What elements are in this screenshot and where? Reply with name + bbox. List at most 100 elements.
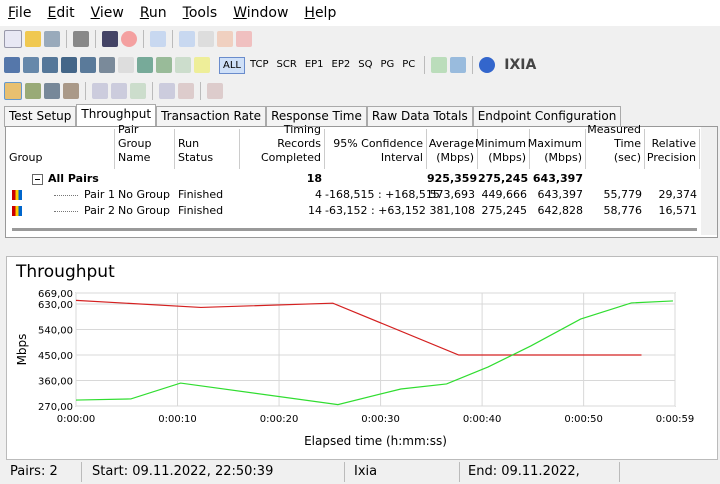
column-header[interactable]: Relative Precision (645, 129, 700, 169)
tab[interactable]: Test Setup (4, 106, 77, 127)
filter-button[interactable]: SQ (358, 58, 373, 70)
icon[interactable] (175, 57, 191, 73)
column-header[interactable]: Timing Records Completed (240, 123, 325, 169)
column-header[interactable]: Maximum (Mbps) (528, 129, 586, 169)
save-icon[interactable] (44, 31, 60, 47)
status-field: Pairs: 2 (4, 462, 82, 482)
icon[interactable] (431, 57, 448, 73)
column-header[interactable]: Pair Group Name (115, 123, 175, 169)
icon[interactable] (217, 31, 233, 47)
refresh-icon[interactable] (150, 31, 166, 47)
series-line (75, 300, 673, 406)
table-cell: 16,571 (658, 204, 698, 217)
series-line (75, 299, 642, 356)
icon[interactable] (63, 83, 79, 99)
menu-item[interactable]: Window (233, 5, 289, 21)
chart: Throughput Mbps Elapsed time (h:mm:ss) 270,… (15, 262, 695, 448)
new-icon[interactable] (4, 30, 22, 48)
x-tick-label: 0:00:59 (656, 414, 695, 425)
table-cell: Pair 1 (84, 188, 115, 201)
toolbar (4, 79, 223, 103)
column-header[interactable]: Group (6, 129, 115, 169)
run-icon[interactable] (102, 31, 118, 47)
tab[interactable]: Endpoint Configuration (472, 106, 622, 127)
tab[interactable]: Response Time (266, 106, 367, 127)
menu-bar: File Edit View Run Tools Window Help (0, 0, 720, 26)
open-icon[interactable] (25, 31, 41, 47)
icon[interactable] (118, 57, 134, 73)
table-cell: No Group (118, 188, 170, 201)
table-cell: 381,108 (429, 204, 476, 217)
y-tick-label: 669,00 (38, 289, 73, 300)
icon[interactable] (4, 57, 20, 73)
tab-bar: Test Setup Throughput Transaction Rate Resp… (4, 104, 622, 128)
info-icon[interactable] (479, 57, 496, 73)
chart-title: Throughput (15, 262, 115, 282)
tab[interactable]: Raw Data Totals (366, 106, 473, 127)
filter-group: ALL TCP SCR EP1 EP2 SQ PG PC (219, 56, 418, 74)
filter-button[interactable]: EP2 (331, 58, 351, 70)
icon[interactable] (44, 83, 60, 99)
icon[interactable] (236, 31, 252, 47)
x-tick-label: 0:00:30 (361, 414, 400, 425)
table-cell: -63,152 : +63,152 (325, 204, 426, 217)
icon[interactable] (207, 83, 223, 99)
icon[interactable] (450, 57, 467, 73)
column-header[interactable]: Measured Time (sec) (586, 123, 645, 169)
icon[interactable] (111, 83, 127, 99)
icon[interactable] (178, 83, 194, 99)
filter-button[interactable]: PG (380, 58, 395, 70)
icon[interactable] (92, 83, 108, 99)
icon[interactable] (23, 57, 39, 73)
table-cell: 18 (306, 172, 322, 185)
icon[interactable] (137, 57, 153, 73)
menu-item[interactable]: Help (304, 5, 337, 21)
column-header[interactable]: Minimum (Mbps) (475, 129, 530, 169)
column-header[interactable]: Average (Mbps) (427, 129, 478, 169)
scrollbar[interactable] (701, 127, 717, 235)
menu-item[interactable]: Run (139, 5, 167, 21)
x-tick-label: 0:00:20 (260, 414, 299, 425)
table-cell: All Pairs (48, 172, 99, 185)
icon[interactable] (156, 57, 172, 73)
results-table: Group Pair Group Name Run Status Timing Rec… (5, 123, 718, 238)
y-tick-label: 540,00 (38, 326, 73, 337)
filter-button[interactable]: TCP (249, 58, 269, 70)
table-cell: 55,779 (603, 188, 643, 201)
stop-icon[interactable] (121, 31, 137, 47)
icon[interactable] (99, 57, 115, 73)
print-icon[interactable] (73, 31, 89, 47)
icon[interactable] (25, 83, 41, 99)
brand-logo: IXIA (504, 57, 537, 73)
filter-button[interactable]: SCR (276, 58, 297, 70)
icon[interactable] (198, 31, 214, 47)
menu-item[interactable]: Edit (47, 5, 75, 21)
table-cell: 14 (308, 204, 322, 217)
pair-icon (12, 206, 22, 216)
column-header[interactable]: Run Status (175, 129, 240, 169)
icon[interactable] (61, 57, 77, 73)
filter-button[interactable]: EP1 (304, 58, 324, 70)
icon[interactable] (42, 57, 58, 73)
y-tick-label: 450,00 (38, 351, 73, 362)
table-cell: 449,666 (481, 188, 528, 201)
icon[interactable] (179, 31, 195, 47)
menu-item[interactable]: Tools (182, 5, 218, 21)
icon[interactable] (4, 82, 22, 100)
tab[interactable]: Throughput (76, 104, 157, 128)
column-header[interactable]: 95% Confidence Interval (325, 129, 427, 169)
icon[interactable] (80, 57, 96, 73)
chart-panel: Throughput Mbps Elapsed time (h:mm:ss) 270,… (6, 256, 718, 460)
tab[interactable]: Transaction Rate (156, 106, 267, 127)
tree-toggle[interactable] (32, 174, 43, 185)
filter-button[interactable]: ALL (219, 56, 245, 74)
icon[interactable] (159, 83, 175, 99)
table-cell: 643,397 (532, 172, 583, 185)
filter-button[interactable]: PC (402, 58, 416, 70)
icon[interactable] (194, 57, 210, 73)
icon[interactable] (130, 83, 146, 99)
menu-item[interactable]: File (8, 5, 32, 21)
h-scrollbar[interactable] (12, 228, 697, 231)
menu-item[interactable]: View (90, 5, 124, 21)
